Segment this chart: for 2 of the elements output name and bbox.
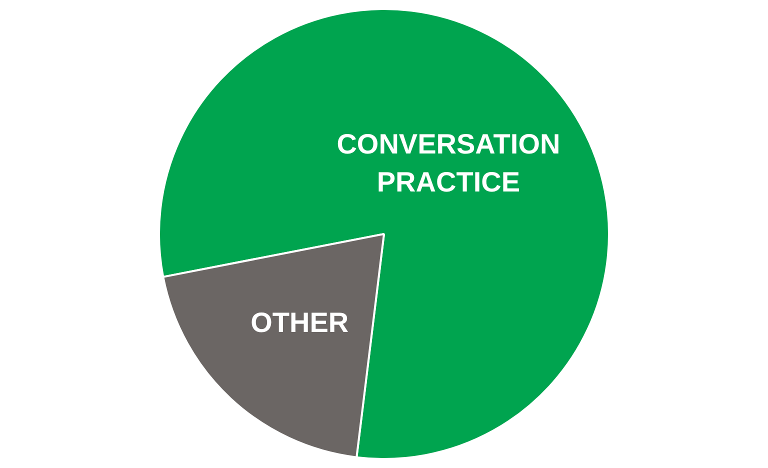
- slice-label: CONVERSATION PRACTICE: [336, 128, 560, 198]
- slice-label: OTHER: [250, 307, 349, 338]
